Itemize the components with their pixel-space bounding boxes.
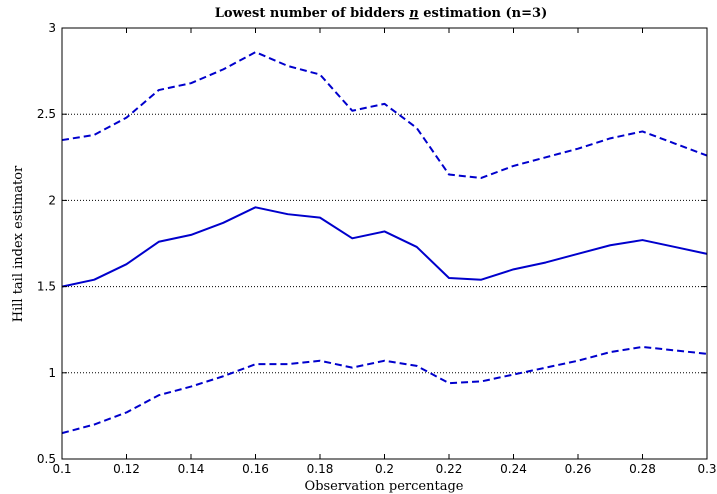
x-tick-label-2: 0.14 [178, 462, 205, 476]
gridlines [62, 113, 707, 374]
x-tick-label-0: 0.1 [52, 462, 71, 476]
x-tick-label-10: 0.3 [697, 462, 716, 476]
x-tick-label-7: 0.24 [500, 462, 527, 476]
x-tick-label-4: 0.18 [307, 462, 334, 476]
y-tick-label-3: 2 [48, 193, 56, 207]
chart-title-symbol: n [409, 6, 418, 21]
series-line-0 [61, 51, 708, 179]
series-line-2 [61, 345, 708, 435]
chart-title-suffix: estimation (n=3) [419, 6, 548, 21]
series-line-1 [61, 206, 708, 288]
y-tick-label-0: 0.5 [37, 452, 56, 466]
x-tick-label-8: 0.26 [565, 462, 592, 476]
x-tick-label-3: 0.16 [242, 462, 269, 476]
y-tick-label-5: 3 [48, 21, 56, 35]
x-tick-label-9: 0.28 [629, 462, 656, 476]
y-tick-label-1: 1 [48, 366, 56, 380]
y-axis-label: Hill tail index estimator [11, 165, 26, 322]
x-tick-label-5: 0.2 [375, 462, 394, 476]
y-tick-label-2: 1.5 [37, 280, 56, 294]
y-tick-label-4: 2.5 [37, 107, 56, 121]
x-axis-label: Observation percentage [305, 479, 464, 494]
series-lines [61, 51, 708, 435]
x-tick-label-1: 0.12 [113, 462, 140, 476]
chart-title: Lowest number of bidders n estimation (n… [215, 6, 547, 21]
x-tick-label-6: 0.22 [436, 462, 463, 476]
chart-title-prefix: Lowest number of bidders [215, 6, 409, 21]
axis-ticks: 0.1 0.12 0.14 0.16 0.18 0.2 0.22 0.24 0.26 0.28 0.… [37, 21, 717, 476]
